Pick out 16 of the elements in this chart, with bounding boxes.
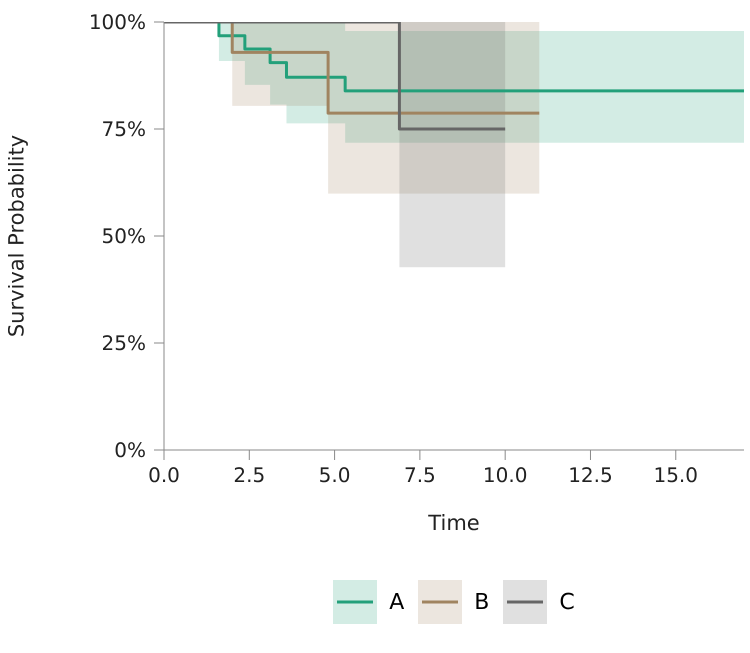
legend-label: B [474,590,490,614]
x-tick-label: 12.5 [568,463,613,488]
x-tick-label: 0.0 [148,463,180,488]
y-tick-label: 50% [102,224,146,248]
x-tick-label: 2.5 [233,463,266,488]
y-tick-label: 100% [88,10,146,34]
y-tick-label: 75% [102,117,146,142]
legend-label: A [389,590,404,614]
x-tick-label: 5.0 [318,463,350,488]
y-tick-label: 25% [102,331,146,356]
x-tick-label: 10.0 [482,463,528,488]
y-tick-label: 0% [114,438,146,462]
x-axis-title: Time [427,511,480,535]
legend-label: C [559,590,575,614]
x-tick-label: 15.0 [654,463,698,488]
x-tick-label: 7.5 [404,463,436,488]
